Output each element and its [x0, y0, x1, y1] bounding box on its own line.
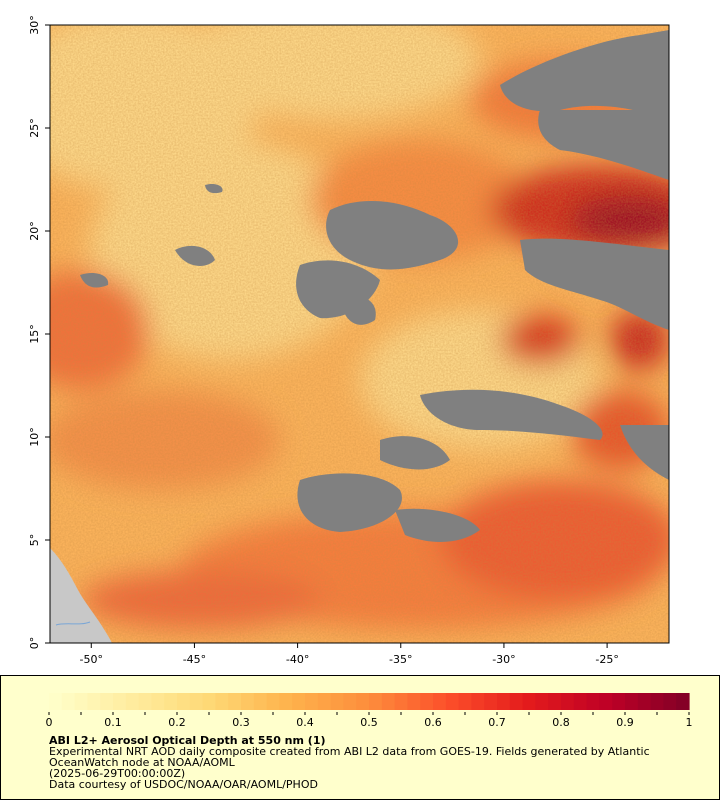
- colorbar-tick-label: 0: [46, 716, 53, 729]
- x-tick-label: -45°: [183, 653, 206, 666]
- map-axes: -50° -45° -40° -35° -30° -25° 0° 5° 10° 15° 20° 25°…: [28, 15, 619, 666]
- colorbar: 0 0.1 0.2 0.3 0.4 0.5 0.6 0.7 0.8 0.9 1: [46, 693, 693, 729]
- aod-field: [50, 25, 669, 643]
- colorbar-tick-label: 0.7: [488, 716, 506, 729]
- colorbar-cell: [625, 693, 639, 710]
- y-tick-label: 25°: [28, 118, 41, 138]
- colorbar-cell: [369, 693, 383, 710]
- colorbar-cell: [509, 693, 524, 710]
- legend-title: ABI L2+ Aerosol Optical Depth at 550 nm …: [49, 734, 326, 747]
- colorbar-cell: [317, 693, 332, 710]
- y-tick-label: 0°: [28, 637, 41, 650]
- colorbar-cell: [561, 693, 575, 710]
- colorbar-cell: [663, 693, 677, 710]
- x-tick-label: -35°: [389, 653, 412, 666]
- x-tick-label: -50°: [80, 653, 103, 666]
- colorbar-cell: [279, 693, 293, 710]
- colorbar-cell: [87, 693, 101, 710]
- colorbar-cell: [177, 693, 191, 710]
- colorbar-cell: [612, 693, 626, 710]
- colorbar-cell: [637, 693, 652, 710]
- colorbar-cell: [484, 693, 498, 710]
- colorbar-cell: [407, 693, 421, 710]
- colorbar-cell: [676, 693, 690, 710]
- colorbar-tick-label: 1: [686, 716, 693, 729]
- y-tick-label: 5°: [28, 534, 41, 547]
- colorbar-cell: [61, 693, 76, 710]
- colorbar-tick-label: 0.6: [424, 716, 442, 729]
- colorbar-tick-label: 0.2: [168, 716, 186, 729]
- colorbar-tick-label: 0.4: [296, 716, 314, 729]
- x-tick-label: -25°: [595, 653, 618, 666]
- legend-description-cont: OceanWatch node at NOAA/AOML: [49, 756, 235, 769]
- colorbar-cell: [241, 693, 255, 710]
- colorbar-cell: [548, 693, 562, 710]
- x-tick-label: -30°: [492, 653, 515, 666]
- colorbar-cell: [330, 693, 344, 710]
- legend-description: Experimental NRT AOD daily composite cre…: [49, 745, 650, 758]
- colorbar-cell: [535, 693, 549, 710]
- colorbar-tick-label: 0.5: [360, 716, 378, 729]
- river-line: [55, 621, 91, 626]
- legend-date: (2025-06-29T00:00:00Z): [49, 767, 186, 780]
- colorbar-cell: [497, 693, 511, 710]
- aod-map: -50° -45° -40° -35° -30° -25° 0° 5° 10° 15° 20° 25°…: [28, 15, 670, 666]
- legend-credit: Data courtesy of USDOC/NOAA/OAR/AOML/PHO…: [49, 778, 318, 791]
- x-tick-label: -40°: [286, 653, 309, 666]
- colorbar-cell: [445, 693, 460, 710]
- colorbar-cell: [420, 693, 434, 710]
- colorbar-cell: [433, 693, 447, 710]
- colorbar-tick-label: 0.9: [616, 716, 634, 729]
- y-tick-label: 10°: [28, 427, 41, 447]
- colorbar-cell: [202, 693, 216, 710]
- colorbar-cell: [215, 693, 229, 710]
- land-mass: [50, 548, 112, 643]
- legend-panel: 0 0.1 0.2 0.3 0.4 0.5 0.6 0.7 0.8 0.9 1 ABI L2+ Ae…: [0, 675, 720, 800]
- colorbar-cell: [586, 693, 600, 710]
- colorbar-cell: [599, 693, 613, 710]
- colorbar-cell: [113, 693, 127, 710]
- colorbar-tick-label: 0.8: [552, 716, 570, 729]
- colorbar-tick-label: 0.3: [232, 716, 250, 729]
- colorbar-cell: [189, 693, 204, 710]
- colorbar-cell: [151, 693, 165, 710]
- y-tick-label: 15°: [28, 324, 41, 344]
- y-tick-label: 30°: [28, 15, 41, 35]
- no-data-areas: [80, 30, 669, 542]
- colorbar-cell: [650, 693, 664, 710]
- colorbar-cell: [381, 693, 396, 710]
- colorbar-cell: [573, 693, 588, 710]
- colorbar-cell: [266, 693, 280, 710]
- colorbar-cell: [522, 693, 536, 710]
- colorbar-cell: [228, 693, 242, 710]
- colorbar-cell: [100, 693, 114, 710]
- colorbar-cell: [356, 693, 370, 710]
- colorbar-cell: [74, 693, 88, 710]
- colorbar-cell: [292, 693, 306, 710]
- colorbar-cell: [125, 693, 140, 710]
- colorbar-cell: [253, 693, 268, 710]
- colorbar-cell: [343, 693, 357, 710]
- colorbar-cell: [458, 693, 472, 710]
- colorbar-cell: [164, 693, 178, 710]
- colorbar-cell: [49, 693, 63, 710]
- y-tick-label: 20°: [28, 221, 41, 241]
- colorbar-cell: [305, 693, 319, 710]
- colorbar-cell: [471, 693, 485, 710]
- colorbar-cell: [394, 693, 408, 710]
- colorbar-cell: [138, 693, 152, 710]
- colorbar-tick-label: 0.1: [104, 716, 122, 729]
